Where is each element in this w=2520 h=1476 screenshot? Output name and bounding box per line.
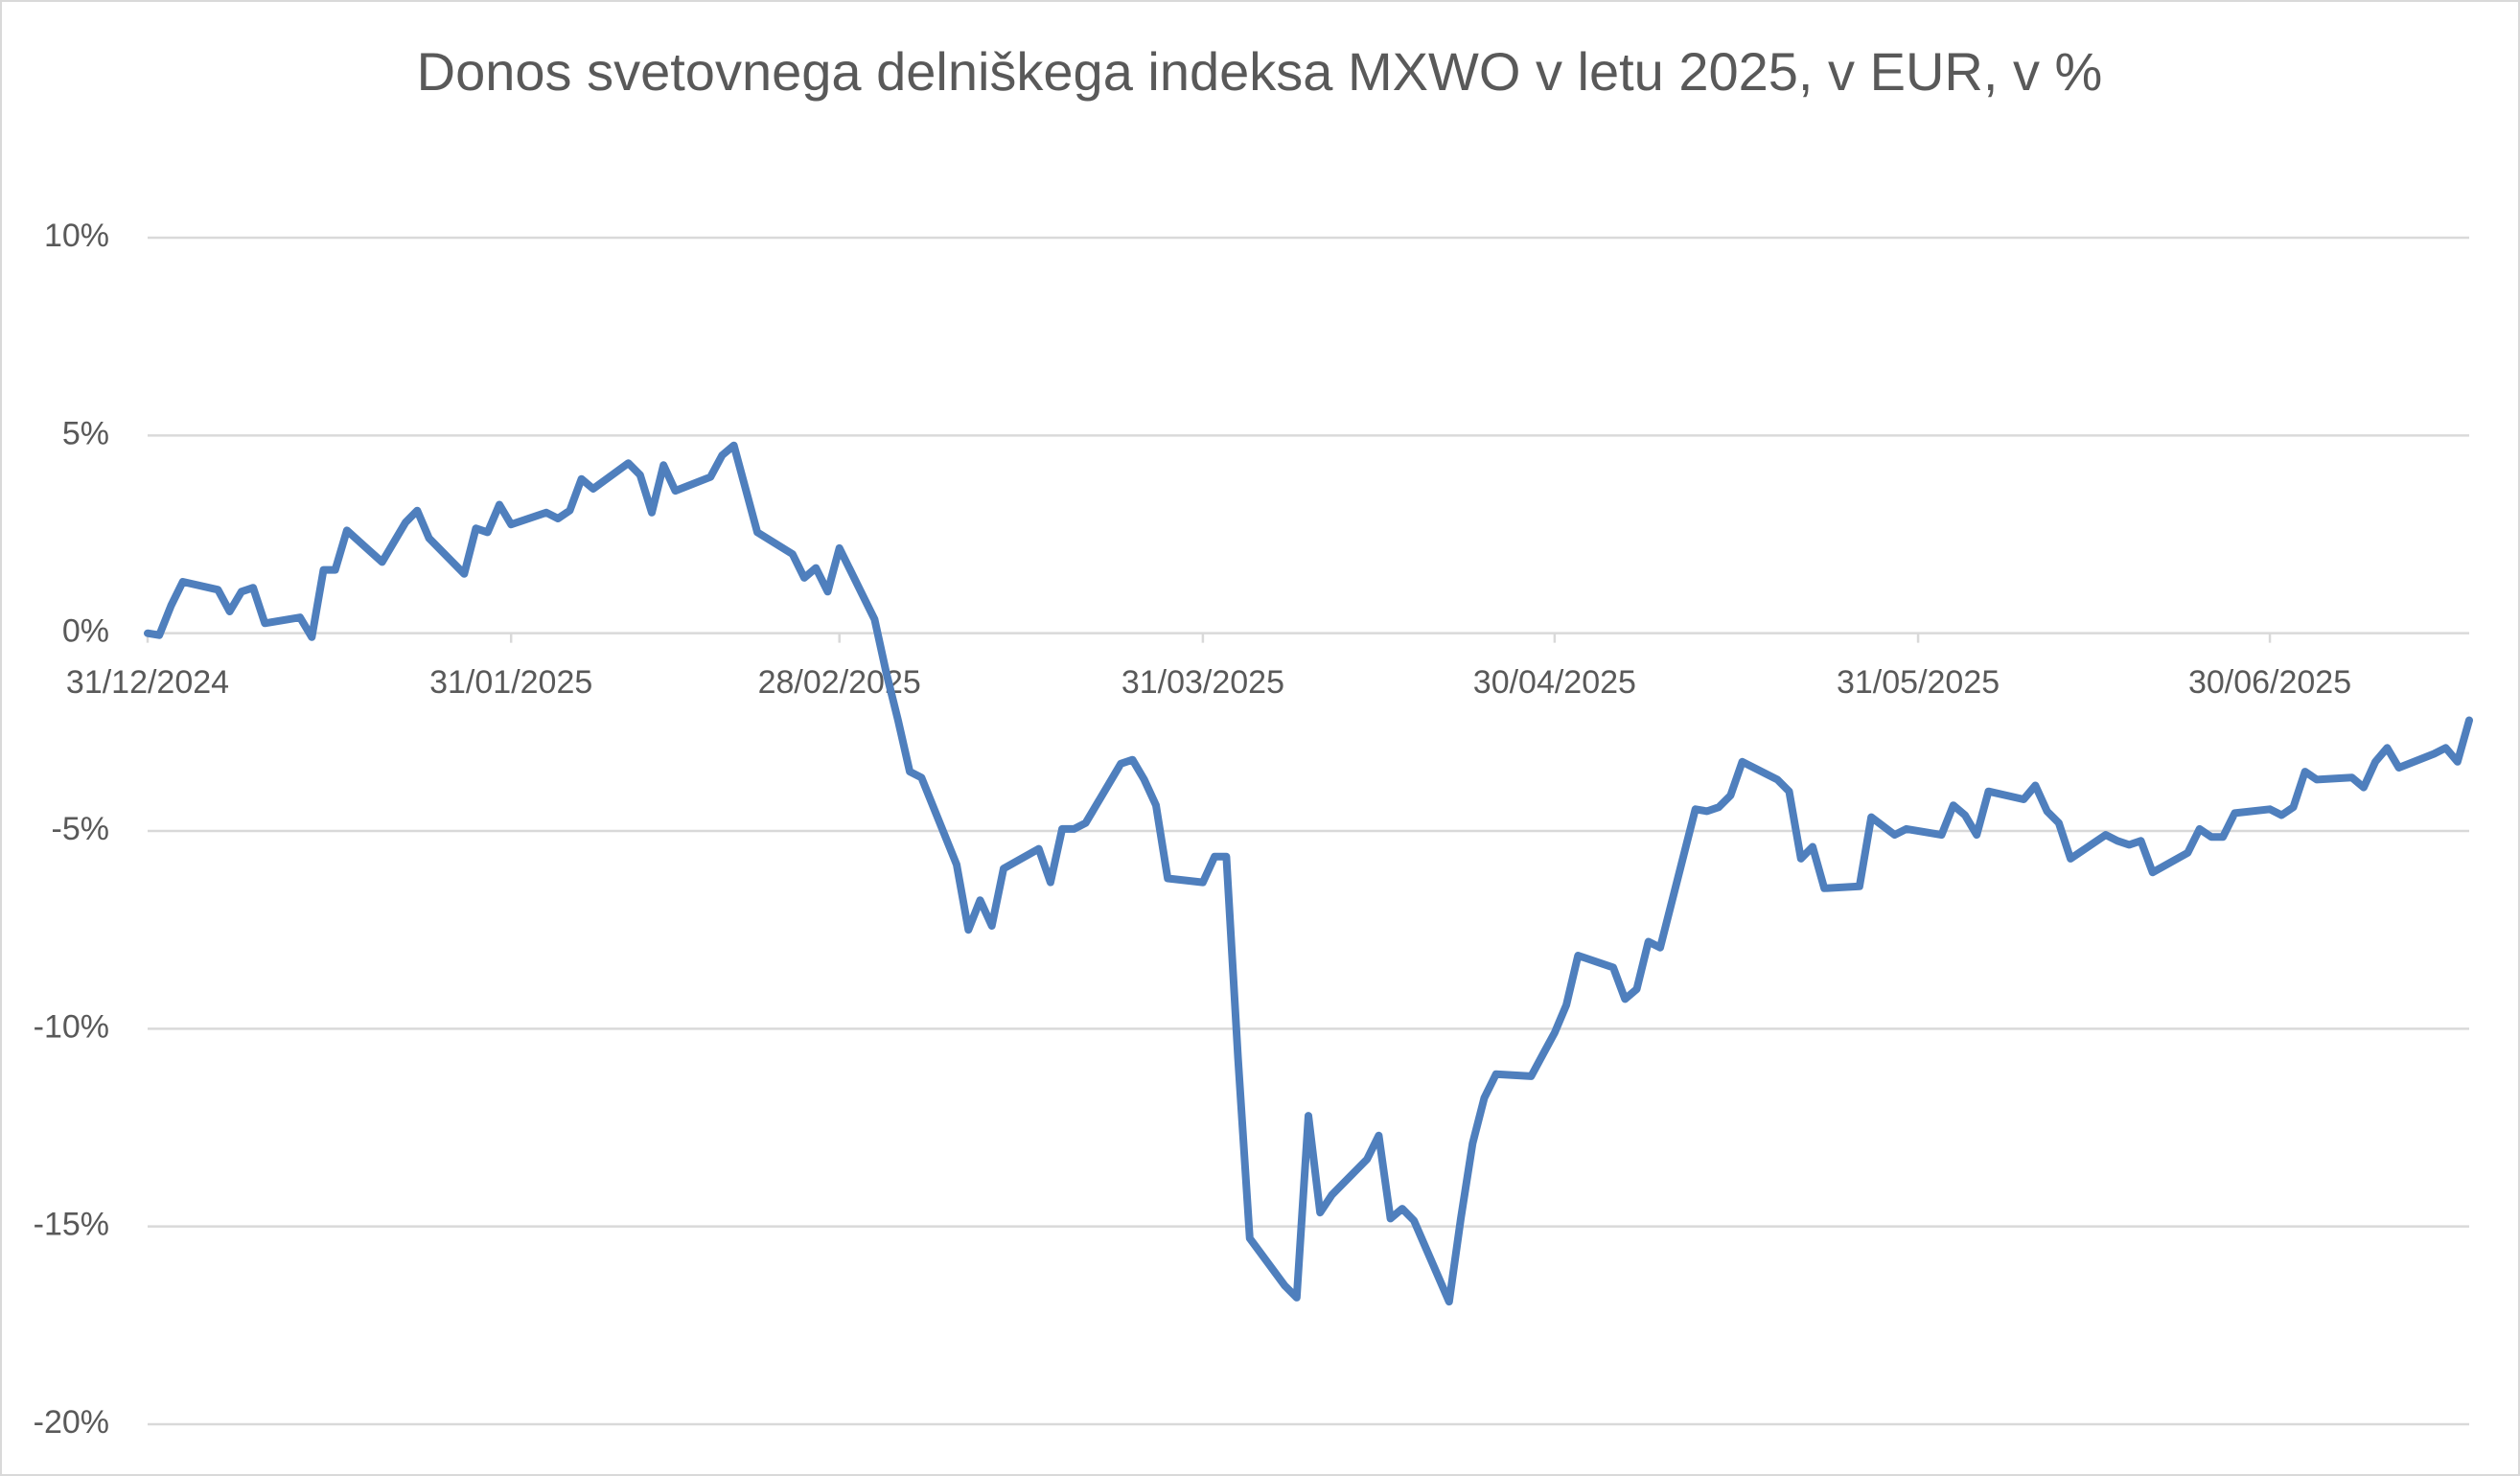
x-tick-label: 28/02/2025	[758, 664, 921, 701]
x-tick-label: 31/05/2025	[1837, 664, 2000, 701]
x-tick-label: 31/03/2025	[1121, 664, 1284, 701]
y-tick-label: -20%	[34, 1404, 109, 1441]
x-tick-label: 31/01/2025	[429, 664, 592, 701]
data-line	[144, 441, 2473, 1306]
y-tick-label: -15%	[34, 1207, 109, 1243]
y-tick-label: 10%	[44, 218, 109, 254]
chart-title: Donos svetovnega delniškega indeksa MXWO…	[417, 41, 2103, 102]
y-tick-label: -5%	[52, 811, 109, 847]
y-tick-label: -10%	[34, 1008, 109, 1045]
x-tick-label: 31/12/2024	[66, 664, 229, 701]
x-tick-label: 30/04/2025	[1473, 664, 1636, 701]
y-tick-label: 5%	[62, 415, 109, 451]
y-tick-label: 0%	[62, 613, 109, 650]
x-tick-label: 30/06/2025	[2188, 664, 2351, 701]
